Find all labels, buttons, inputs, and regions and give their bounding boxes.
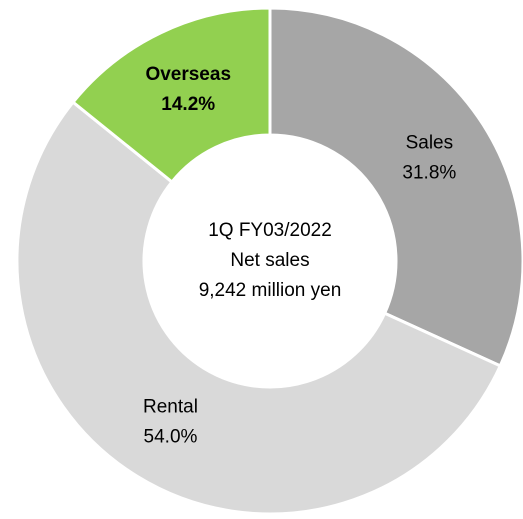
slice-label: Overseas [145,64,231,85]
center-label: 1Q FY03/2022 [208,220,332,241]
slice-value: 31.8% [402,162,456,183]
slice-value: 54.0% [144,426,198,447]
slice-value: 14.2% [161,94,215,115]
donut-slice [15,100,503,516]
donut-slice [70,6,272,185]
slice-label: Sales [406,132,454,153]
center-label: Net sales [230,250,309,271]
center-label: 9,242 million yen [199,280,342,301]
slice-label: Rental [143,396,198,417]
donut-slice [268,6,523,368]
